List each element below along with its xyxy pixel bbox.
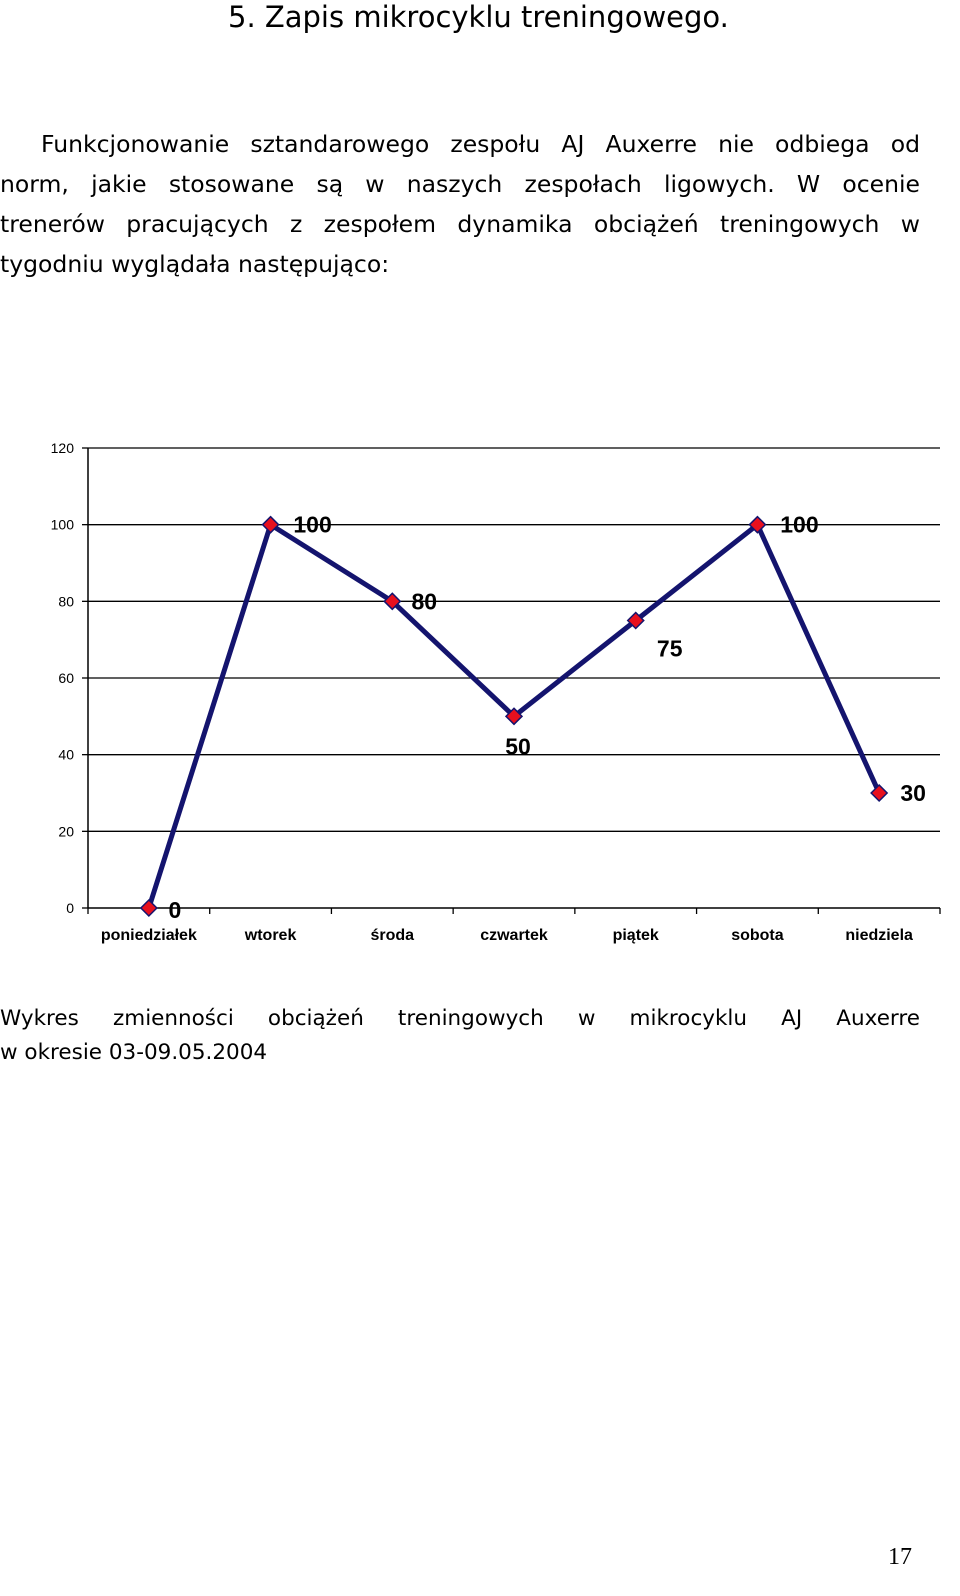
data-point [504,707,524,726]
chart-caption: Wykres zmienności obciążeń treningowych … [0,1002,920,1070]
paragraph-line: tygodniu wyglądała następująco: [0,250,390,278]
x-tick-label: piątek [613,927,659,944]
x-tick-label: wtorek [244,927,297,944]
data-label: 80 [411,588,437,614]
x-tick-label: sobota [731,927,784,944]
y-tick-label: 0 [66,900,74,916]
intro-paragraph: Funkcjonowanie sztandarowego zespołu AJ … [0,124,920,284]
data-point [261,515,280,534]
paragraph-line: trenerów pracujących z zespołem dynamika… [0,210,920,238]
x-axis: poniedziałek wtorek środa czwartek piątek sob… [87,907,941,944]
page-number: 17 [888,1544,912,1570]
data-point [870,783,889,803]
caption-line: w okresie 03-09.05.2004 [0,1040,268,1065]
y-tick-label: 40 [58,747,74,763]
caption-line: Wykres zmienności obciążeń treningowych … [0,1006,920,1031]
data-point [748,515,767,534]
y-tick-label: 60 [58,670,74,686]
x-tick-label: poniedziałek [101,927,197,944]
y-tick-label: 100 [51,517,75,533]
data-label: 100 [293,512,331,538]
section-heading: 5. Zapis mikrocyklu treningowego. [228,0,729,34]
data-label: 50 [505,733,531,759]
paragraph-line: norm, jakie stosowane są w naszych zespo… [0,170,920,198]
y-tick-label: 20 [58,823,74,839]
y-axis: 0 20 40 60 80 100 120 [51,440,89,916]
markers [139,515,889,918]
data-point [139,898,158,918]
x-tick-label: środa [370,927,414,944]
data-point [626,611,645,630]
data-labels: 0 100 80 50 75 100 30 [168,512,925,923]
gridlines [88,447,940,832]
paragraph-line: Funkcjonowanie sztandarowego zespołu AJ … [41,130,920,158]
data-point [383,592,402,611]
x-tick-label: czwartek [480,927,548,944]
data-label: 0 [168,897,181,923]
data-label: 100 [780,512,818,538]
y-tick-label: 80 [58,593,74,609]
data-label: 30 [900,780,926,806]
data-label: 75 [657,636,683,662]
y-tick-label: 120 [51,440,75,456]
x-tick-label: niedziela [845,927,913,944]
training-load-chart: 0 20 40 60 80 100 120 poniedziałek wtorek środa c… [51,440,941,944]
